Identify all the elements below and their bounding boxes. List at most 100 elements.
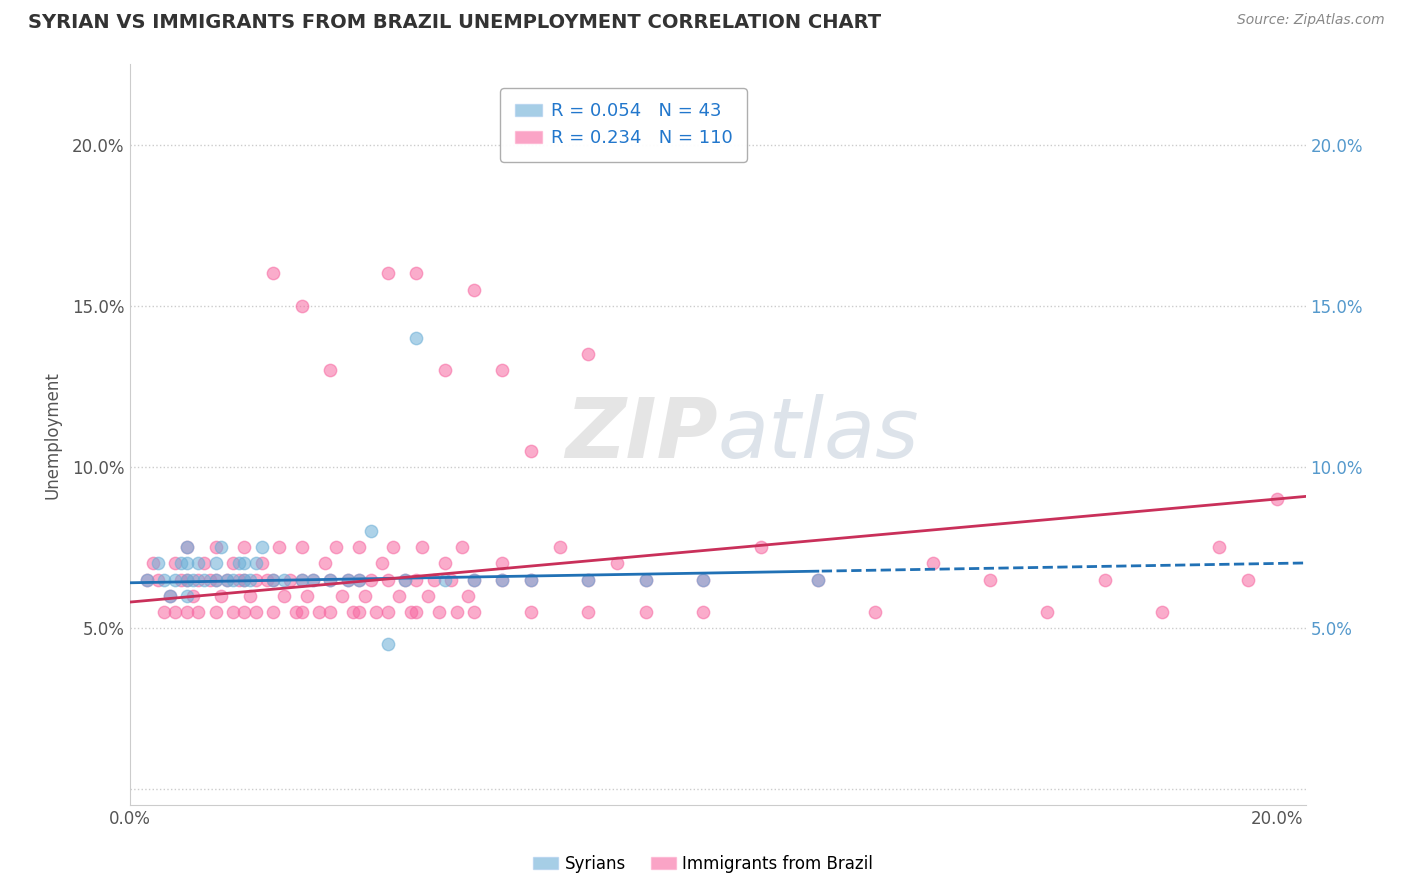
Point xyxy=(228,557,250,571)
Point xyxy=(463,573,485,587)
Point xyxy=(159,589,181,603)
Point xyxy=(297,589,319,603)
Point xyxy=(1265,491,1288,506)
Point xyxy=(865,605,887,619)
Point xyxy=(217,573,239,587)
Point xyxy=(405,573,427,587)
Point xyxy=(382,541,405,555)
Point xyxy=(520,443,543,458)
Point xyxy=(394,573,416,587)
Point xyxy=(319,573,342,587)
Point xyxy=(411,541,433,555)
Point xyxy=(347,605,370,619)
Point xyxy=(979,573,1001,587)
Point xyxy=(634,605,657,619)
Point xyxy=(181,589,204,603)
Point xyxy=(325,541,347,555)
Point xyxy=(291,541,314,555)
Point xyxy=(176,573,198,587)
Point xyxy=(692,573,714,587)
Point xyxy=(578,605,600,619)
Point xyxy=(159,589,181,603)
Point xyxy=(262,573,284,587)
Point xyxy=(405,605,427,619)
Point xyxy=(187,557,209,571)
Point xyxy=(245,605,267,619)
Point xyxy=(347,573,370,587)
Point xyxy=(233,573,256,587)
Point xyxy=(434,573,457,587)
Point xyxy=(148,573,170,587)
Point xyxy=(193,573,215,587)
Point xyxy=(388,589,411,603)
Point xyxy=(336,573,359,587)
Point xyxy=(250,557,273,571)
Point xyxy=(170,573,193,587)
Point xyxy=(204,573,226,587)
Point xyxy=(634,573,657,587)
Point xyxy=(165,557,187,571)
Point xyxy=(233,573,256,587)
Point xyxy=(463,283,485,297)
Point xyxy=(302,573,325,587)
Point xyxy=(228,573,250,587)
Point xyxy=(284,605,307,619)
Point xyxy=(176,573,198,587)
Point xyxy=(165,573,187,587)
Point xyxy=(239,589,262,603)
Point xyxy=(1152,605,1174,619)
Point xyxy=(204,557,226,571)
Point xyxy=(463,573,485,587)
Point xyxy=(239,573,262,587)
Point xyxy=(451,541,474,555)
Point xyxy=(371,557,394,571)
Point xyxy=(187,573,209,587)
Point xyxy=(262,267,284,281)
Point xyxy=(176,557,198,571)
Point xyxy=(204,605,226,619)
Point xyxy=(634,573,657,587)
Point xyxy=(176,589,198,603)
Point xyxy=(170,557,193,571)
Point xyxy=(1094,573,1116,587)
Point xyxy=(135,573,157,587)
Point xyxy=(440,573,463,587)
Point xyxy=(578,347,600,361)
Point xyxy=(209,541,232,555)
Point xyxy=(434,363,457,377)
Point xyxy=(135,573,157,587)
Point xyxy=(187,605,209,619)
Point xyxy=(233,557,256,571)
Point xyxy=(377,267,399,281)
Point xyxy=(291,573,314,587)
Point xyxy=(1036,605,1059,619)
Point xyxy=(520,573,543,587)
Point xyxy=(434,557,457,571)
Point xyxy=(291,299,314,313)
Point xyxy=(347,541,370,555)
Point xyxy=(578,573,600,587)
Point xyxy=(233,605,256,619)
Point xyxy=(291,605,314,619)
Point xyxy=(366,605,388,619)
Point xyxy=(347,573,370,587)
Point xyxy=(222,573,245,587)
Point xyxy=(176,605,198,619)
Point xyxy=(342,605,364,619)
Point xyxy=(422,573,444,587)
Point xyxy=(222,557,245,571)
Point xyxy=(222,605,245,619)
Point xyxy=(319,573,342,587)
Point xyxy=(1237,573,1260,587)
Point xyxy=(692,573,714,587)
Point xyxy=(692,605,714,619)
Point xyxy=(491,573,513,587)
Point xyxy=(278,573,301,587)
Point xyxy=(209,589,232,603)
Point xyxy=(302,573,325,587)
Point xyxy=(491,557,513,571)
Point xyxy=(427,605,450,619)
Point xyxy=(606,557,628,571)
Point xyxy=(204,573,226,587)
Point xyxy=(330,589,353,603)
